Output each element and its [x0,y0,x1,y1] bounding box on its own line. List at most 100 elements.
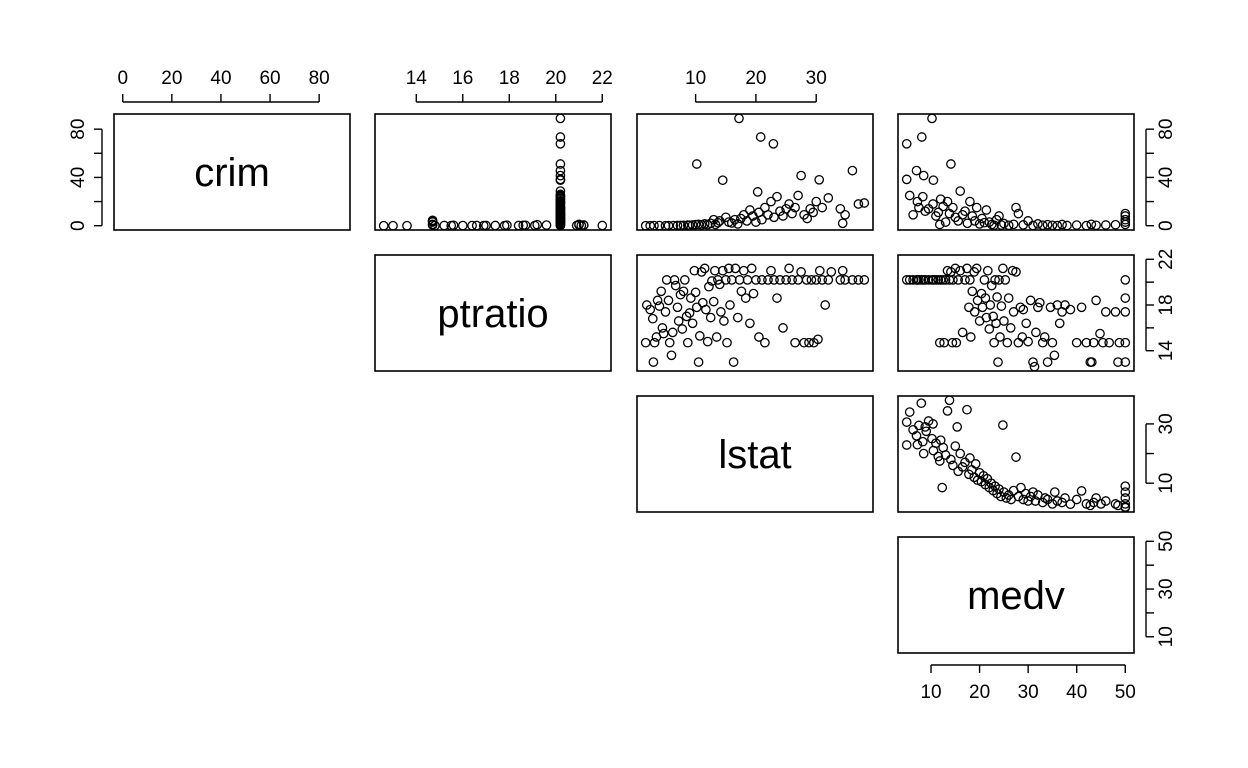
point-ptratio-vs-lstat [673,316,684,326]
point-crim-vs-medv [916,132,927,142]
point-crim-vs-lstat [793,190,803,201]
point-crim-vs-medv [955,186,966,196]
point-crim-vs-medv [912,196,923,207]
point-ptratio-vs-lstat [847,275,858,285]
point-lstat-vs-medv [1110,499,1121,509]
panel-crim-crim [113,113,351,231]
point-lstat-vs-medv [1049,487,1060,497]
point-ptratio-vs-lstat [672,302,683,313]
point-crim-vs-lstat [684,220,695,231]
x-tick-label: 16 [452,68,473,89]
point-crim-vs-medv [1013,208,1024,219]
point-ptratio-vs-lstat [704,281,714,292]
point-crim-vs-medv [1011,202,1021,213]
point-ptratio-vs-lstat [826,267,837,277]
point-ptratio-vs-lstat [689,265,700,276]
point-ptratio-vs-medv [948,275,958,285]
point-ptratio-vs-medv [994,275,1004,285]
point-crim-vs-medv [948,202,958,213]
point-crim-vs-lstat [775,206,785,217]
x-tick-label: 50 [1115,682,1136,703]
point-lstat-vs-medv [1100,496,1111,506]
point-crim-vs-ptratio [427,216,438,226]
point-ptratio-vs-medv [1003,293,1014,303]
x-tick-label: 0 [117,68,128,89]
point-lstat-vs-medv [962,404,972,415]
point-ptratio-vs-medv [969,307,980,317]
variable-label-ptratio: ptratio [437,292,548,336]
point-ptratio-vs-lstat [691,302,702,313]
point-crim-vs-lstat [649,220,659,231]
point-ptratio-vs-medv [1011,267,1021,277]
point-ptratio-vs-lstat [679,275,690,285]
point-lstat-vs-medv [918,448,929,459]
point-ptratio-vs-medv [1086,357,1097,367]
point-ptratio-vs-lstat [654,301,665,311]
point-ptratio-vs-medv [1000,275,1011,285]
point-crim-vs-lstat [768,138,779,149]
point-ptratio-vs-lstat [664,337,675,348]
variable-label-crim: crim [194,151,270,195]
point-ptratio-vs-lstat [658,328,669,339]
point-ptratio-vs-medv [979,275,990,285]
point-ptratio-vs-medv [999,316,1009,326]
point-crim-vs-lstat [802,213,813,224]
point-ptratio-vs-medv [960,275,970,285]
point-ptratio-vs-medv [1023,336,1033,347]
point-ptratio-vs-medv [950,263,961,274]
point-ptratio-vs-lstat [720,275,731,285]
point-ptratio-vs-lstat [778,323,788,333]
point-crim-vs-medv [946,159,956,169]
point-ptratio-vs-medv [1015,302,1026,313]
point-ptratio-vs-lstat [766,265,776,276]
point-crim-vs-medv [933,207,944,218]
point-ptratio-vs-medv [1002,337,1013,348]
point-crim-vs-lstat [678,220,689,231]
point-lstat-vs-medv [944,395,955,406]
point-crim-vs-lstat [837,218,848,229]
panel-ptratio-medv [897,254,1135,372]
point-crim-vs-medv [1110,219,1121,230]
point-crim-vs-ptratio [378,220,389,231]
point-crim-vs-lstat [755,132,766,142]
point-ptratio-vs-medv [1114,337,1125,348]
point-ptratio-vs-medv [1039,332,1050,342]
point-ptratio-vs-lstat [705,312,716,323]
point-ptratio-vs-medv [1054,318,1065,329]
y-tick-label: 30 [1156,413,1177,434]
point-crim-vs-lstat [668,220,679,231]
point-crim-vs-lstat [713,217,723,228]
point-ptratio-vs-lstat [763,275,773,285]
y-tick-label: 30 [1156,578,1177,599]
point-ptratio-vs-medv [971,263,982,274]
point-ptratio-vs-lstat [787,275,797,285]
point-ptratio-vs-medv [947,337,958,348]
point-crim-vs-lstat [823,193,834,203]
point-crim-vs-medv [1091,220,1101,231]
point-ptratio-vs-medv [998,263,1008,274]
point-ptratio-vs-medv [1065,304,1076,315]
point-ptratio-vs-lstat [840,275,850,285]
point-lstat-vs-medv [931,438,941,449]
point-crim-vs-medv [960,206,970,217]
point-crim-vs-lstat [751,217,761,227]
point-crim-vs-medv [1057,219,1067,230]
point-ptratio-vs-medv [940,275,951,285]
point-crim-vs-lstat [790,202,800,213]
point-ptratio-vs-medv [1045,302,1056,313]
point-lstat-vs-medv [1065,499,1076,510]
point-crim-vs-ptratio [541,220,552,230]
point-ptratio-vs-lstat [684,308,695,318]
point-crim-vs-medv [940,217,951,227]
point-ptratio-vs-medv [1095,328,1105,339]
point-ptratio-vs-lstat [652,295,663,306]
point-lstat-vs-medv [1060,493,1070,503]
point-ptratio-vs-medv [996,301,1007,311]
point-crim-vs-medv [908,209,918,220]
point-crim-vs-medv [1008,219,1019,230]
point-ptratio-vs-medv [1018,304,1029,315]
point-ptratio-vs-lstat [760,337,770,348]
point-crim-vs-lstat [811,196,822,207]
point-crim-vs-ptratio [439,220,450,231]
point-crim-vs-medv [918,170,929,181]
